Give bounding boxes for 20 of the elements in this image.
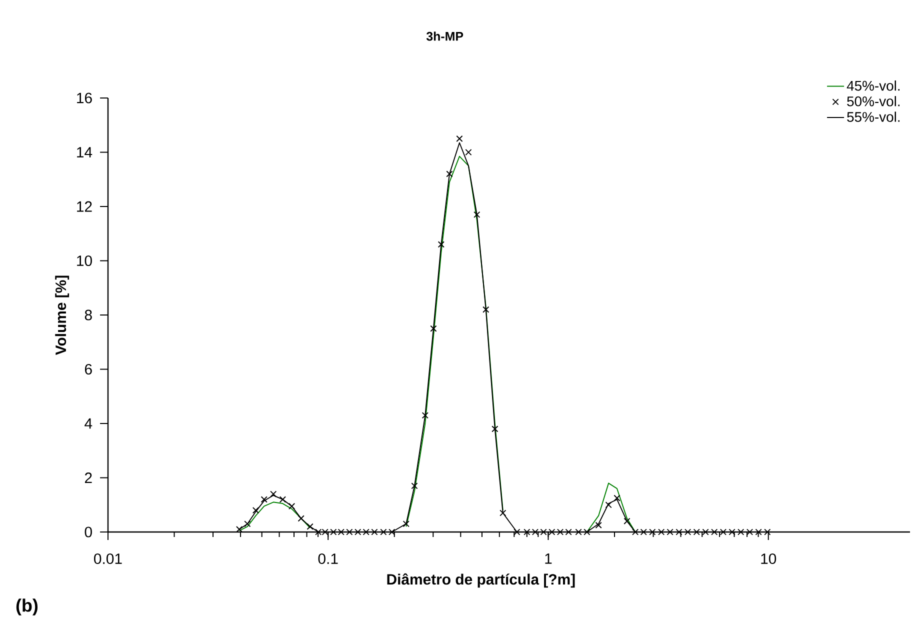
- x-axis-title: Diâmetro de partícula [?m]: [387, 573, 575, 588]
- y-tick-label: 0: [84, 526, 92, 538]
- y-axis-title: Volume [%]: [55, 276, 70, 356]
- x-tick-label: 1: [545, 553, 552, 564]
- chart-title: 3h-MP: [426, 32, 464, 41]
- legend-label: 55%-vol.: [847, 112, 900, 122]
- legend-label: 50%-vol.: [847, 96, 900, 106]
- y-tick-label: 14: [77, 147, 92, 158]
- x-tick-label: 0.01: [94, 553, 122, 564]
- y-tick-label: 10: [77, 255, 92, 266]
- y-tick-label: 6: [85, 364, 92, 375]
- y-tick-label: 4: [84, 418, 92, 429]
- legend-label: 45%-vol.: [846, 80, 900, 91]
- y-tick-label: 16: [77, 92, 92, 104]
- text: (b): [16, 598, 38, 616]
- y-tick-label: 8: [84, 310, 92, 320]
- y-tick-label: 12: [77, 201, 92, 212]
- x-tick-label: 0.1: [318, 553, 338, 564]
- x-tick-label: 10: [761, 553, 776, 564]
- y-tick-label: 2: [84, 472, 92, 483]
